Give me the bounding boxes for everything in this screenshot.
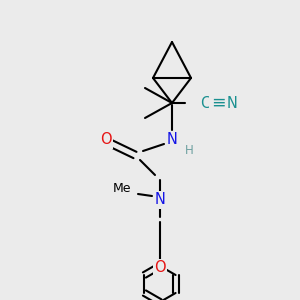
Text: H: H bbox=[184, 143, 194, 157]
Text: O: O bbox=[154, 260, 166, 275]
Text: N: N bbox=[226, 95, 237, 110]
Text: C: C bbox=[200, 95, 210, 110]
Text: O: O bbox=[100, 133, 112, 148]
Text: N: N bbox=[167, 133, 177, 148]
Text: Me: Me bbox=[113, 182, 131, 194]
Text: ≡: ≡ bbox=[211, 94, 225, 112]
Text: N: N bbox=[154, 193, 165, 208]
